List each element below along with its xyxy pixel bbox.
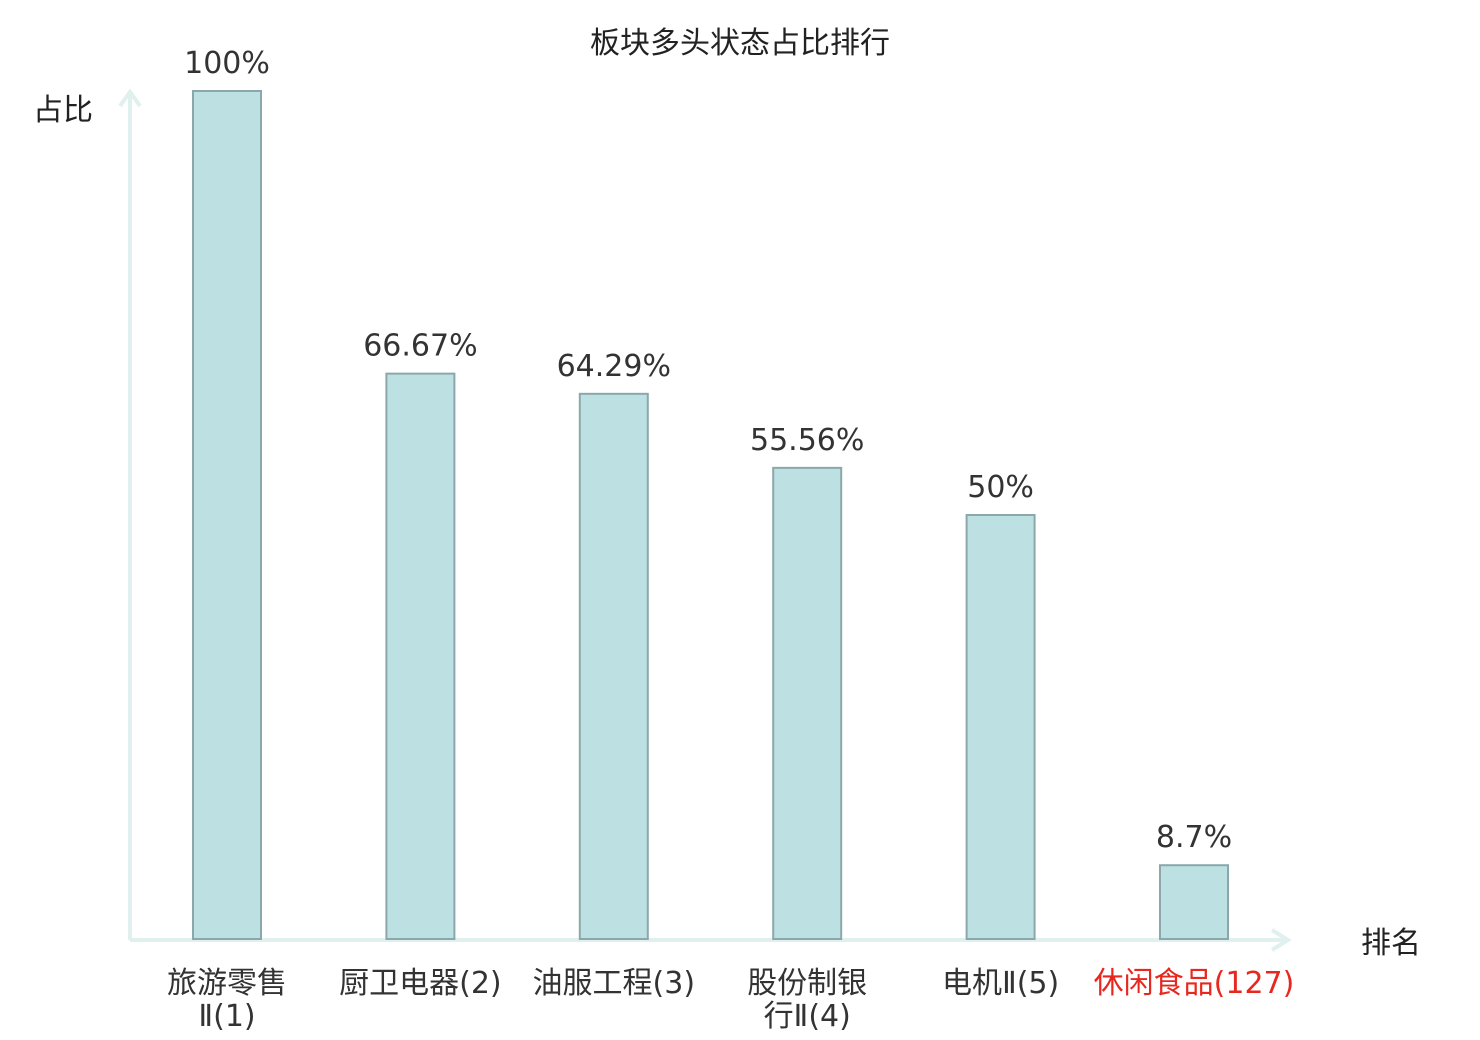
- y-axis-label: 占比: [33, 93, 93, 128]
- x-axis-label: 排名: [1361, 926, 1421, 961]
- bar-2: [385, 372, 456, 940]
- value-label-6: 8.7%: [1156, 820, 1232, 855]
- bar-5: [965, 514, 1036, 940]
- category-labels-group: 旅游零售 Ⅱ(1) 厨卫电器(2) 油服工程(3) 股份制银行Ⅱ(4) 电机Ⅱ(5) 休闲食…: [167, 966, 1294, 1034]
- category-label-1: 旅游零售 Ⅱ(1): [167, 966, 287, 1034]
- value-label-1: 100%: [184, 46, 270, 81]
- category-label-3: 油服工程(3): [533, 966, 696, 1001]
- category-label-4: 股份制银行Ⅱ(4): [747, 966, 867, 1034]
- category-label-5: 电机Ⅱ(5): [942, 966, 1059, 1001]
- value-label-2: 66.67%: [363, 329, 477, 364]
- x-axis: [130, 928, 1292, 952]
- value-label-5: 50%: [967, 470, 1034, 505]
- value-label-4: 55.56%: [750, 423, 864, 458]
- category-label-2: 厨卫电器(2): [339, 966, 502, 1001]
- bar-4: [772, 466, 843, 940]
- value-label-3: 64.29%: [557, 349, 671, 384]
- value-labels-group: 100% 66.67% 64.29% 55.56% 50% 8.7%: [184, 46, 1232, 855]
- bar-1: [192, 90, 262, 940]
- category-label-6: 休闲食品(127): [1094, 966, 1295, 1001]
- bar-3: [578, 392, 649, 940]
- bars-group: [192, 90, 1229, 940]
- chart-title: 板块多头状态占比排行: [590, 26, 890, 61]
- bar-6: [1159, 864, 1229, 940]
- y-axis: [118, 88, 142, 940]
